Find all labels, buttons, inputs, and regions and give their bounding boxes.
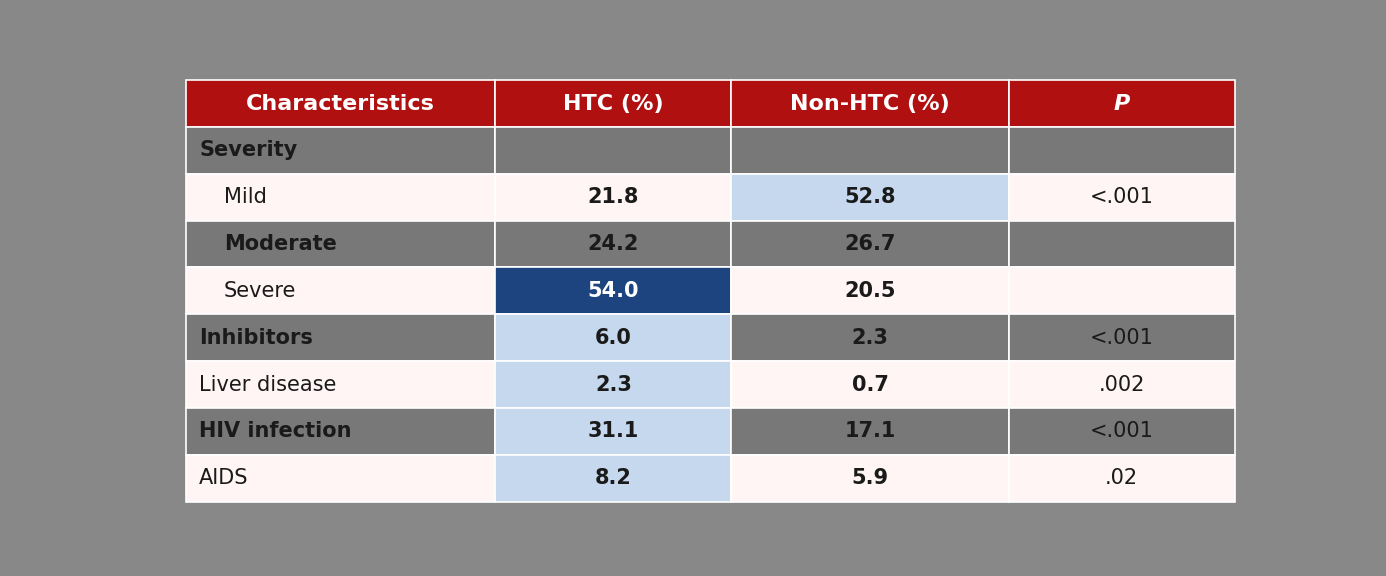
- Bar: [732, 127, 1009, 174]
- Bar: [495, 361, 732, 408]
- Text: P: P: [1114, 94, 1130, 113]
- Bar: [495, 174, 732, 221]
- Text: 31.1: 31.1: [588, 421, 639, 441]
- Bar: [1009, 314, 1235, 361]
- Text: 52.8: 52.8: [844, 187, 895, 207]
- Text: 17.1: 17.1: [844, 421, 895, 441]
- Text: 26.7: 26.7: [844, 234, 895, 254]
- Text: Severe: Severe: [223, 281, 297, 301]
- Bar: [186, 267, 495, 314]
- Bar: [732, 314, 1009, 361]
- Text: 20.5: 20.5: [844, 281, 895, 301]
- Bar: [186, 454, 495, 502]
- Text: Severity: Severity: [200, 141, 297, 161]
- Bar: [186, 361, 495, 408]
- Text: .002: .002: [1099, 374, 1145, 395]
- Text: Non-HTC (%): Non-HTC (%): [790, 94, 949, 113]
- Bar: [732, 267, 1009, 314]
- Bar: [495, 127, 732, 174]
- Bar: [186, 221, 495, 267]
- Bar: [732, 361, 1009, 408]
- Text: AIDS: AIDS: [200, 468, 248, 488]
- Text: Liver disease: Liver disease: [200, 374, 337, 395]
- Text: <.001: <.001: [1089, 328, 1153, 348]
- Bar: [732, 174, 1009, 221]
- Bar: [186, 127, 495, 174]
- Bar: [732, 221, 1009, 267]
- Bar: [495, 314, 732, 361]
- Bar: [186, 80, 495, 127]
- Text: 5.9: 5.9: [851, 468, 888, 488]
- Text: 2.3: 2.3: [852, 328, 888, 348]
- Bar: [495, 408, 732, 454]
- Bar: [495, 80, 732, 127]
- Text: 6.0: 6.0: [595, 328, 632, 348]
- Text: 21.8: 21.8: [588, 187, 639, 207]
- Text: 54.0: 54.0: [588, 281, 639, 301]
- Text: 2.3: 2.3: [595, 374, 632, 395]
- Bar: [1009, 408, 1235, 454]
- Text: Moderate: Moderate: [223, 234, 337, 254]
- Text: 0.7: 0.7: [852, 374, 888, 395]
- Bar: [186, 408, 495, 454]
- Bar: [732, 454, 1009, 502]
- Bar: [1009, 361, 1235, 408]
- Bar: [1009, 80, 1235, 127]
- Text: <.001: <.001: [1089, 421, 1153, 441]
- Text: Characteristics: Characteristics: [247, 94, 435, 113]
- Text: Mild: Mild: [223, 187, 266, 207]
- Bar: [186, 314, 495, 361]
- Text: .02: .02: [1105, 468, 1138, 488]
- Text: HIV infection: HIV infection: [200, 421, 352, 441]
- Bar: [732, 80, 1009, 127]
- Bar: [1009, 127, 1235, 174]
- Text: <.001: <.001: [1089, 187, 1153, 207]
- Text: HTC (%): HTC (%): [563, 94, 664, 113]
- Bar: [495, 221, 732, 267]
- Text: Inhibitors: Inhibitors: [200, 328, 313, 348]
- Bar: [1009, 174, 1235, 221]
- Bar: [732, 408, 1009, 454]
- Bar: [186, 174, 495, 221]
- Bar: [1009, 221, 1235, 267]
- Bar: [1009, 454, 1235, 502]
- Bar: [1009, 267, 1235, 314]
- Text: 24.2: 24.2: [588, 234, 639, 254]
- Bar: [495, 267, 732, 314]
- Bar: [495, 454, 732, 502]
- Text: 8.2: 8.2: [595, 468, 632, 488]
